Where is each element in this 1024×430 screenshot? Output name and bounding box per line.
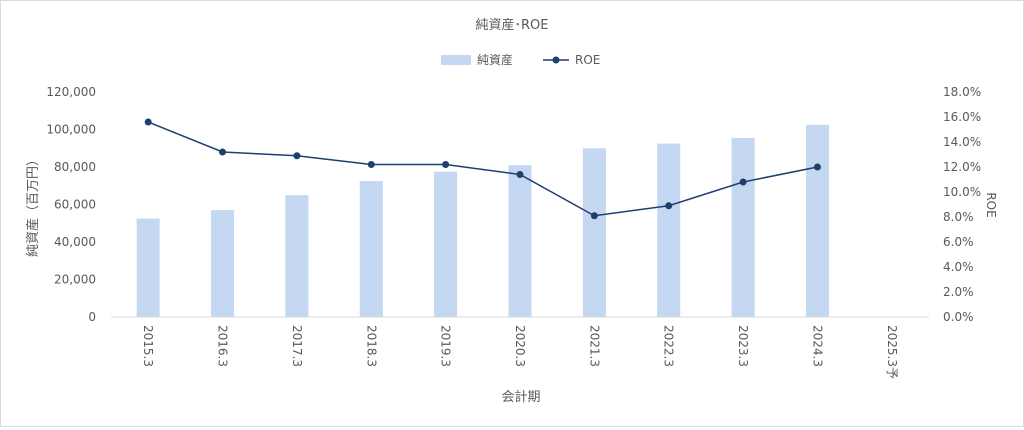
y2-tick-label: 18.0% bbox=[943, 85, 981, 99]
x-tick-label: 2023.3 bbox=[736, 325, 750, 367]
bar-net-assets bbox=[582, 148, 606, 317]
bar-net-assets bbox=[434, 171, 458, 317]
x-axis-label: 会計期 bbox=[501, 389, 540, 405]
x-tick-label: 2016.3 bbox=[216, 325, 230, 367]
x-tick-label: 2022.3 bbox=[662, 325, 676, 367]
bar-net-assets bbox=[657, 143, 681, 317]
chart-title: 純資産･ROE bbox=[476, 17, 549, 33]
bar-net-assets bbox=[731, 137, 755, 317]
y-tick-label: 0 bbox=[88, 310, 96, 324]
x-tick-label: 2025.3予 bbox=[885, 325, 899, 379]
point-roe bbox=[590, 212, 598, 220]
bar-net-assets bbox=[136, 218, 160, 317]
x-tick-label: 2015.3 bbox=[141, 325, 155, 367]
x-tick-label: 2017.3 bbox=[290, 325, 304, 367]
bar-net-assets bbox=[359, 181, 383, 317]
bar-net-assets bbox=[211, 210, 235, 317]
point-roe bbox=[144, 118, 152, 126]
point-roe bbox=[516, 171, 524, 178]
y2-tick-label: 14.0% bbox=[943, 135, 981, 149]
plot-area: 0 20,000 40,000 60,000 80,000 100,000 120,000 0… bbox=[46, 85, 981, 379]
y2-tick-label: 12.0% bbox=[943, 160, 981, 174]
point-roe bbox=[219, 148, 227, 156]
point-roe bbox=[442, 161, 450, 168]
point-roe bbox=[367, 161, 375, 168]
x-tick-label: 2021.3 bbox=[587, 325, 601, 367]
y2-tick-label: 0.0% bbox=[943, 310, 974, 324]
y-tick-label: 60,000 bbox=[54, 198, 96, 212]
legend-label-net-assets: 純資産 bbox=[477, 52, 513, 67]
point-roe bbox=[293, 152, 301, 160]
y-tick-label: 80,000 bbox=[54, 160, 96, 174]
point-roe bbox=[665, 202, 673, 210]
legend: 純資産 ROE bbox=[441, 52, 600, 67]
y-tick-label: 100,000 bbox=[46, 123, 96, 137]
legend-marker-roe bbox=[552, 56, 560, 64]
x-tick-label: 2020.3 bbox=[513, 325, 527, 367]
legend-swatch-net-assets bbox=[441, 55, 471, 65]
y2-axis-label: ROE bbox=[984, 192, 998, 217]
y2-tick-label: 4.0% bbox=[943, 260, 974, 274]
y-tick-label: 20,000 bbox=[54, 273, 96, 287]
y2-tick-label: 2.0% bbox=[943, 285, 974, 299]
x-tick-label: 2018.3 bbox=[364, 325, 378, 367]
bar-net-assets bbox=[805, 124, 829, 317]
line-roe bbox=[147, 121, 818, 217]
y2-tick-label: 6.0% bbox=[943, 235, 974, 249]
bar-net-assets bbox=[285, 195, 309, 317]
y-tick-label: 40,000 bbox=[54, 235, 96, 249]
point-roe bbox=[739, 178, 747, 186]
point-roe bbox=[813, 163, 821, 171]
y-tick-label: 120,000 bbox=[46, 85, 96, 99]
legend-label-roe: ROE bbox=[575, 53, 600, 67]
y2-tick-label: 8.0% bbox=[943, 210, 974, 224]
y-axis-label: 純資産（百万円） bbox=[25, 153, 41, 257]
x-tick-label: 2019.3 bbox=[439, 325, 453, 367]
y2-tick-label: 10.0% bbox=[943, 185, 981, 199]
y2-tick-label: 16.0% bbox=[943, 110, 981, 124]
x-tick-label: 2024.3 bbox=[810, 325, 824, 367]
bar-net-assets bbox=[508, 165, 532, 317]
